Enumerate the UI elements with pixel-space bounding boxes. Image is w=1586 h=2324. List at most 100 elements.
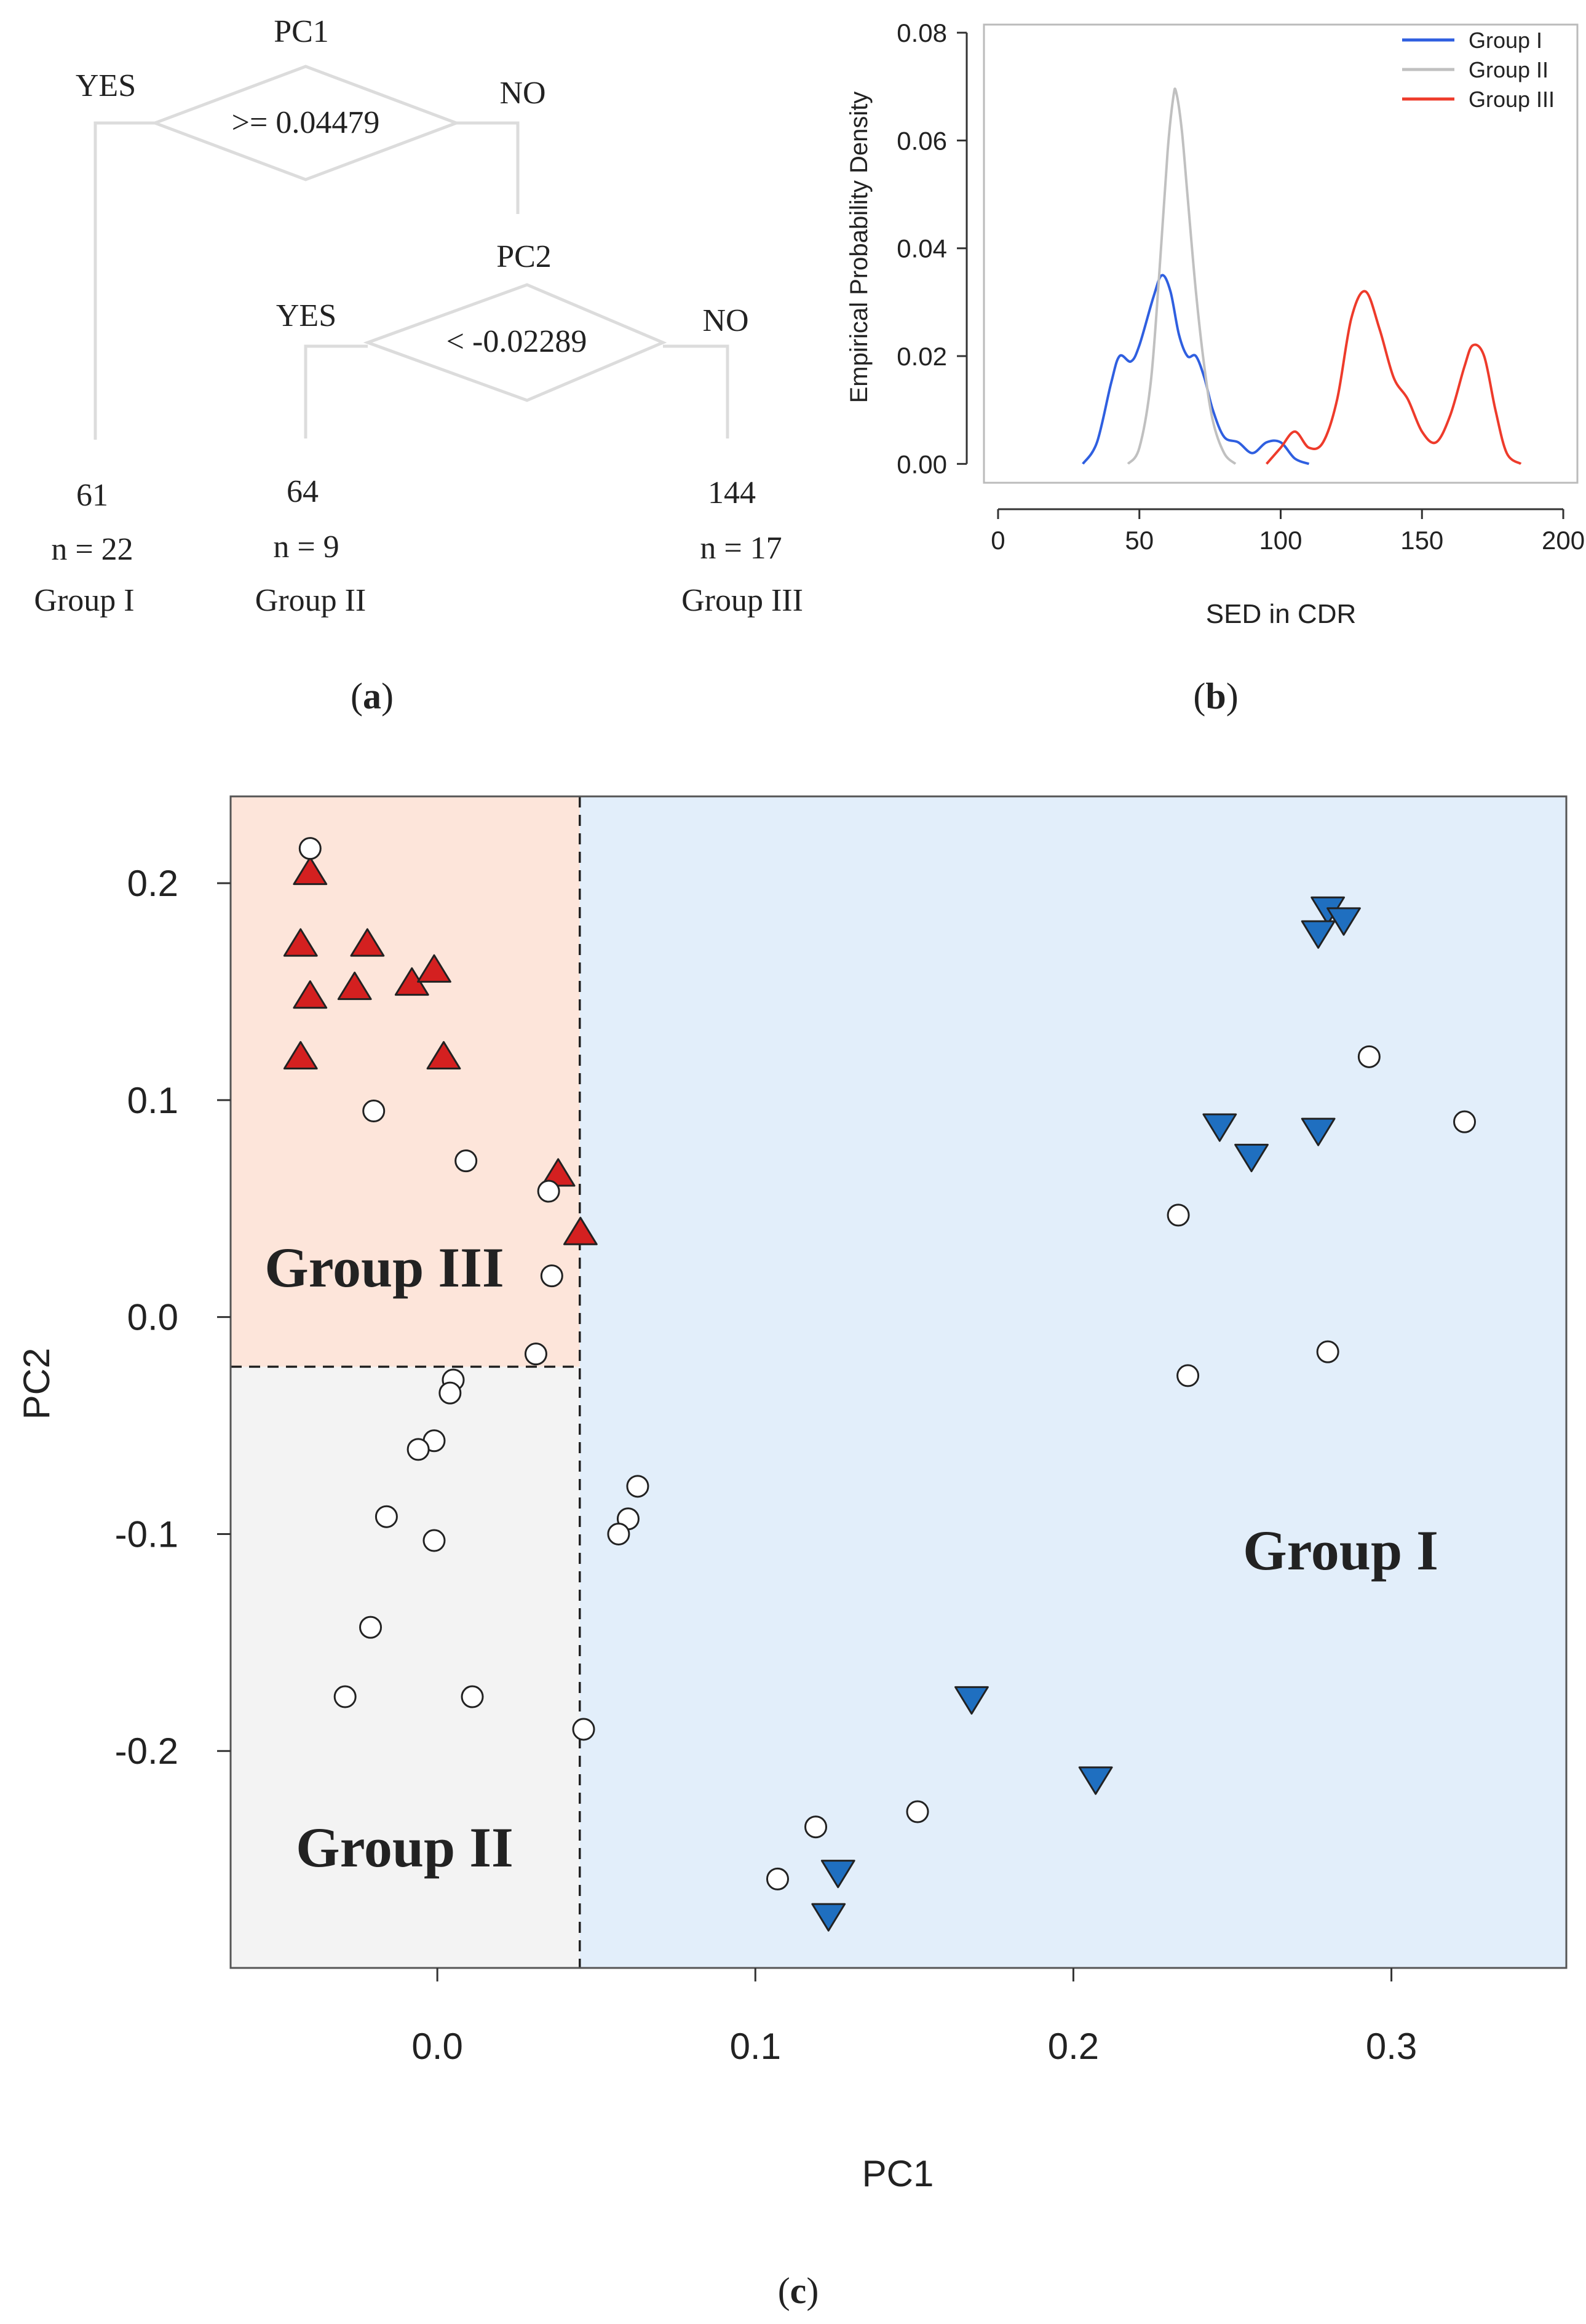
child-no-branch — [663, 344, 729, 438]
leaf-3-group: Group III — [681, 583, 803, 618]
point-circle-9 — [406, 1438, 430, 1461]
scatter-x-tick-label-3: 0.3 — [1366, 2026, 1417, 2067]
root-yes-branch — [93, 121, 155, 440]
root-node-diamond — [150, 65, 461, 181]
point-circle-23 — [1176, 1364, 1200, 1387]
point-triangle-up-8 — [426, 1041, 461, 1070]
leaf-2-group: Group II — [255, 583, 367, 618]
point-circle-14 — [607, 1522, 630, 1545]
scatter-points — [283, 837, 1477, 1932]
density-y-tick-label-3: 0.06 — [897, 126, 947, 155]
leaf-2-n: n = 9 — [273, 529, 339, 565]
point-triangle-down-1 — [1326, 907, 1361, 936]
point-circle-21 — [1167, 1204, 1190, 1227]
point-circle-26 — [766, 1867, 789, 1890]
root-variable: PC1 — [274, 14, 329, 49]
root-no-branch — [456, 121, 520, 214]
density-x-tick-label-0: 0 — [991, 526, 1005, 555]
leaf-1-n: n = 22 — [51, 532, 133, 567]
point-triangle-down-7 — [1078, 1766, 1113, 1795]
region-group-i — [579, 796, 1566, 1968]
density-line-group-iii — [1266, 290, 1522, 466]
scatter-y-axis-title: PC2 — [16, 1348, 57, 1420]
leaf-2-value: 64 — [287, 474, 319, 509]
point-circle-7 — [438, 1381, 462, 1405]
legend-label-0: Group I — [1469, 28, 1542, 53]
point-circle-22 — [1316, 1340, 1339, 1363]
density-series — [1082, 87, 1522, 466]
leaf-3-n: n = 17 — [700, 531, 782, 566]
region-label-group-i: Group I — [1243, 1519, 1438, 1582]
density-y-tick-label-4: 0.08 — [897, 18, 947, 47]
point-triangle-down-4 — [1234, 1143, 1269, 1173]
point-circle-20 — [1453, 1110, 1477, 1133]
point-triangle-up-4 — [337, 971, 372, 1001]
panel-c-label: (c) — [778, 2270, 819, 2311]
panel-c-scatter-chart: 0.0 0.1 0.2 0.30.20.10.0-0.1-0.2 Group III … — [16, 795, 1568, 2311]
point-circle-3 — [537, 1180, 560, 1203]
density-y-axis-title: Empirical Probability Density — [846, 92, 873, 403]
point-triangle-up-7 — [283, 1041, 318, 1070]
density-line-group-ii — [1127, 87, 1237, 465]
point-circle-16 — [333, 1685, 357, 1708]
region-group-ii — [231, 1366, 580, 1968]
point-triangle-up-6 — [417, 954, 451, 983]
scatter-y-tick-label-1: 0.1 — [127, 1080, 178, 1121]
point-circle-10 — [375, 1505, 398, 1528]
point-circle-0 — [298, 837, 322, 860]
point-circle-18 — [572, 1718, 595, 1741]
scatter-y-tick-label-2: 0.0 — [127, 1297, 178, 1338]
point-triangle-up-10 — [563, 1216, 598, 1245]
density-plot-frame — [983, 23, 1579, 484]
density-x-tick-label-4: 200 — [1542, 526, 1585, 555]
legend-label-2: Group III — [1469, 87, 1555, 112]
legend-label-1: Group II — [1469, 57, 1548, 82]
region-group-iii — [231, 796, 580, 1367]
panel-b-density-chart: 0 50 100 150 200 0.00 0.02 0.04 0.06 0.08 Group I… — [846, 18, 1585, 716]
scatter-y-tick-label-3: -0.1 — [115, 1513, 178, 1555]
density-line-group-i — [1082, 274, 1310, 466]
child-variable: PC2 — [496, 239, 552, 274]
point-circle-5 — [524, 1342, 547, 1366]
leaf-1-value: 61 — [76, 478, 108, 513]
point-triangle-down-8 — [820, 1860, 855, 1889]
density-legend: Group I Group II Group III — [1402, 28, 1555, 112]
point-triangle-up-0 — [293, 856, 328, 886]
density-x-tick-label-2: 100 — [1259, 526, 1302, 555]
group-regions — [231, 796, 1566, 1968]
root-yes-label: YES — [76, 68, 136, 103]
point-circle-19 — [1357, 1045, 1381, 1068]
point-circle-24 — [804, 1815, 828, 1839]
point-circle-25 — [906, 1800, 929, 1823]
density-y-tick-label-2: 0.04 — [897, 234, 947, 263]
region-label-group-iii: Group III — [264, 1236, 504, 1299]
point-triangle-down-2 — [1301, 920, 1336, 949]
point-circle-12 — [626, 1475, 649, 1498]
child-yes-branch — [304, 344, 368, 438]
region-label-group-ii: Group II — [296, 1816, 513, 1879]
root-no-label: NO — [499, 76, 545, 111]
scatter-x-tick-label-2: 0.2 — [1048, 2026, 1099, 2067]
density-x-axis-title: SED in CDR — [1206, 599, 1357, 629]
child-yes-label: YES — [276, 298, 336, 333]
point-circle-1 — [362, 1100, 386, 1123]
scatter-x-tick-label-1: 0.1 — [730, 2026, 781, 2067]
scatter-axes: 0.0 0.1 0.2 0.3 0.2 0.1 0.0 -0.1 -0.2 — [115, 863, 1417, 2067]
density-x-tick-label-1: 50 — [1125, 526, 1154, 555]
scatter-y-tick-label-0: 0.2 — [127, 863, 178, 904]
panel-b-label: (b) — [1193, 676, 1238, 716]
point-triangle-up-3 — [293, 980, 328, 1009]
scatter-x-tick-label-0: 0.0 — [411, 2026, 462, 2067]
child-condition: < -0.02289 — [446, 324, 587, 359]
root-condition: >= 0.04479 — [232, 105, 380, 140]
scatter-plot-frame — [229, 795, 1568, 1969]
point-triangle-down-6 — [954, 1686, 989, 1715]
point-circle-11 — [422, 1529, 446, 1552]
leaf-1-group: Group I — [34, 583, 134, 618]
point-circle-4 — [540, 1264, 563, 1288]
density-x-tick-label-3: 150 — [1400, 526, 1443, 555]
leaf-3-value: 144 — [708, 475, 756, 510]
panel-a-label: (a) — [351, 676, 394, 716]
point-circle-17 — [461, 1685, 484, 1708]
